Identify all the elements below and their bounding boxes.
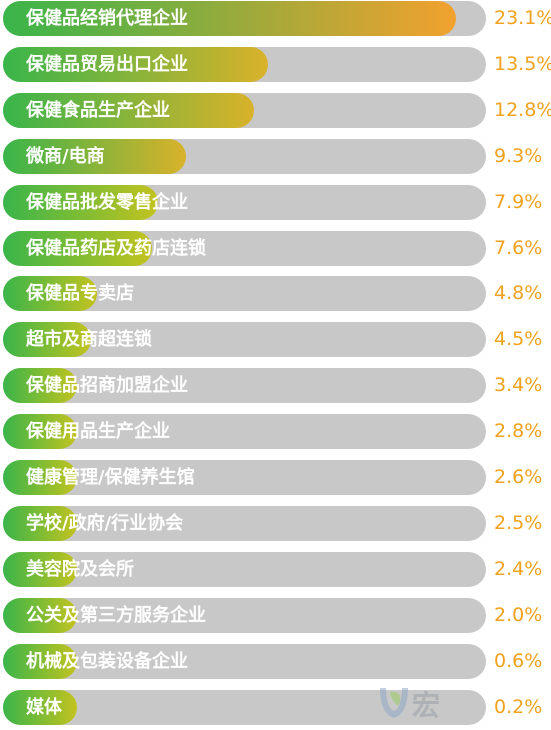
bar-value-label: 2.8% (494, 420, 543, 443)
bar (3, 138, 186, 174)
bar (3, 184, 158, 220)
bar-category-label: 保健品招商加盟企业 (26, 375, 188, 397)
bar-value-label: 0.6% (494, 649, 543, 672)
bar-value-label: 2.6% (494, 466, 543, 488)
bar-track (3, 460, 486, 495)
bar-category-label: 学校/政府/行业协会 (26, 512, 184, 534)
bar-category-label: 美容院及会所 (26, 558, 134, 580)
bar (3, 460, 77, 495)
logo-leaf-icon (380, 688, 408, 718)
watermark-text: 宏 (412, 689, 443, 722)
bar-category-label: 保健品贸易出口企业 (26, 53, 188, 75)
bar (3, 322, 91, 358)
bar-value-label: 13.5% (494, 52, 551, 75)
bar (3, 414, 77, 450)
bar (3, 643, 77, 679)
bar-category-label: 保健食品生产企业 (26, 99, 170, 121)
bar-category-label: 机械及包装设备企业 (26, 650, 188, 672)
bar-track (3, 597, 486, 633)
bar-category-label: 媒体 (26, 696, 62, 718)
bar-value-label: 0.2% (494, 695, 543, 718)
bar (3, 276, 97, 312)
bar-category-label: 保健品经销代理企业 (26, 8, 188, 29)
bar-value-label: 7.6% (494, 236, 543, 259)
bar-category-label: 保健品药店及药店连锁 (26, 237, 206, 259)
bar-value-label: 2.0% (494, 603, 543, 626)
bar (3, 505, 77, 541)
bar-value-label: 7.9% (494, 190, 543, 213)
bar (3, 551, 77, 587)
watermark-logo: 宏 (376, 682, 456, 722)
bar-category-label: 公关及第三方服务企业 (26, 604, 206, 626)
bar-track (3, 414, 486, 450)
bar-category-label: 健康管理/保健养生馆 (26, 467, 195, 488)
bar (3, 230, 152, 266)
bar (3, 92, 254, 128)
bar-category-label: 保健品专卖店 (26, 283, 134, 305)
bar-track (3, 368, 486, 404)
bar-track (3, 505, 486, 541)
bar-track (3, 643, 486, 679)
bar-value-label: 9.3% (494, 144, 543, 167)
bar-category-label: 保健用品生产企业 (26, 421, 170, 443)
bar (3, 1, 456, 36)
bar (3, 368, 77, 404)
bar-category-label: 保健品批发零售企业 (26, 191, 188, 213)
bar (3, 597, 77, 633)
bar-category-label: 微商/电商 (26, 145, 105, 167)
bar-category-label: 超市及商超连锁 (26, 329, 152, 351)
bar-value-label: 3.4% (494, 374, 543, 397)
bar-value-label: 23.1% (494, 7, 551, 29)
bar-value-label: 2.4% (494, 557, 543, 580)
bar-value-label: 4.8% (494, 282, 543, 305)
bar-track (3, 551, 486, 587)
bar-value-label: 4.5% (494, 328, 543, 351)
bar (3, 689, 77, 725)
bar-value-label: 2.5% (494, 511, 543, 534)
bar-value-label: 12.8% (494, 98, 551, 121)
bar (3, 46, 268, 82)
